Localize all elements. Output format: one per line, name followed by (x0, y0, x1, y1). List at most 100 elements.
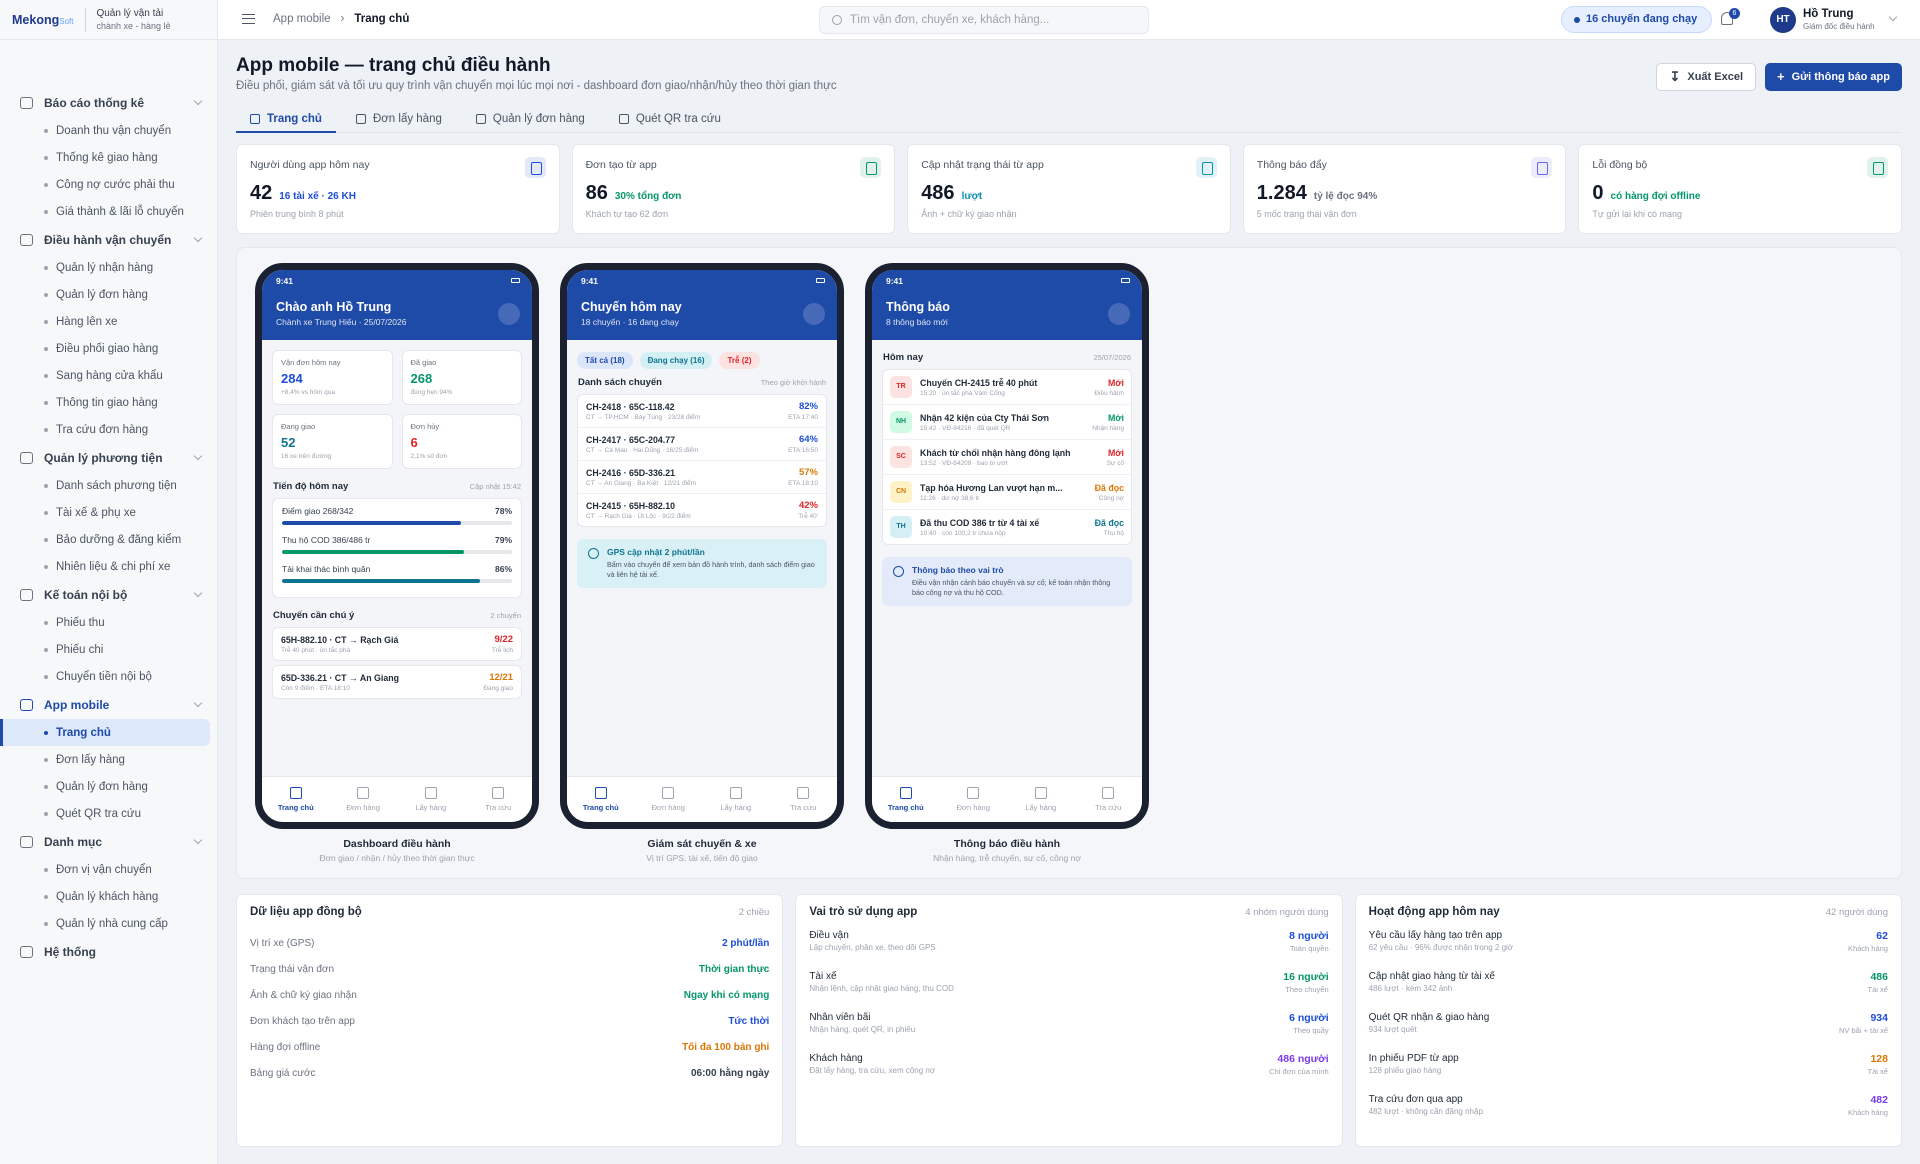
nav-item[interactable]: Phiếu thu (0, 609, 210, 636)
nav-group[interactable]: Hệ thống (0, 937, 217, 966)
phone-tab[interactable]: Lấy hàng (1007, 777, 1075, 822)
status-pill[interactable]: 16 chuyến đang chạy (1561, 6, 1713, 33)
stat-note: đúng hẹn 94% (410, 389, 453, 396)
action-button[interactable]: ↧ Xuất Excel (1656, 63, 1756, 91)
kpi-label: Thông báo đẩy (1256, 159, 1327, 171)
phone-tab[interactable]: Trang chủ (567, 777, 635, 822)
nav-item[interactable]: Danh sách phương tiện (0, 472, 210, 499)
row-label: Trạng thái vận đơn (250, 963, 335, 975)
nav-group[interactable]: Kế toán nội bộ (0, 580, 217, 609)
notification-avatar: TR (890, 376, 912, 398)
phone-tab[interactable]: Trang chủ (262, 777, 330, 822)
tab[interactable]: Quét QR tra cứu (605, 104, 735, 133)
kpi-note: tỷ lệ đọc 94% (1313, 191, 1378, 202)
filter-chip[interactable]: Tất cả (18) (577, 352, 633, 369)
progress-row: Tải khai thác bình quân 86% (282, 564, 512, 574)
nav-group[interactable]: Danh mục (0, 827, 217, 856)
nav-item[interactable]: Thống kê giao hàng (0, 144, 210, 171)
nav-item[interactable]: Doanh thu vận chuyển (0, 117, 210, 144)
nav-item[interactable]: Chuyển tiền nội bộ (0, 663, 210, 690)
nav-group[interactable]: App mobile (0, 690, 217, 719)
brand-app-sub: chành xe - hàng lẻ (96, 20, 171, 31)
notification-item[interactable]: SC Khách từ chối nhận hàng đông lạnh 13:52… (883, 440, 1131, 475)
phone-tab[interactable]: Lấy hàng (702, 777, 770, 822)
brand: MekongSoft Quản lý vận tải chành xe - hàng… (0, 0, 217, 40)
row-desc: 482 lượt · không cần đăng nhập (1368, 1107, 1483, 1116)
nav-item[interactable]: Sang hàng cửa khẩu (0, 362, 210, 389)
breadcrumb-item[interactable]: App mobile (273, 13, 331, 25)
row-label: Hàng đợi offline (250, 1041, 321, 1053)
filter-chip[interactable]: Đang chạy (16) (639, 352, 713, 369)
nav-item[interactable]: Công nợ cước phải thu (0, 171, 210, 198)
nav-item[interactable]: Hàng lên xe (0, 308, 210, 335)
notification-item[interactable]: TR Chuyến CH-2415 trễ 40 phút 15:20 · ùn t… (883, 370, 1131, 405)
nav-group[interactable]: Báo cáo thống kê (0, 88, 217, 117)
phone-tab[interactable]: Đơn hàng (330, 777, 398, 822)
phone-tab[interactable]: Tra cứu (1075, 777, 1143, 822)
nav-item[interactable]: Đơn vị vận chuyển (0, 856, 210, 883)
phone-tabbar: Trang chủ Đơn hàng Lấy hàng Tra cứu (872, 776, 1142, 822)
nav-item[interactable]: Tài xế & phụ xe (0, 499, 210, 526)
trip-item[interactable]: CH-2416 · 65D-336.21 CT → An Giang · Ba K… (578, 461, 826, 494)
notification-item[interactable]: NH Nhận 42 kiện của Cty Thái Sơn 15:42 · V… (883, 405, 1131, 440)
nav-item[interactable]: Trang chủ (0, 719, 210, 746)
user-menu[interactable] (1888, 12, 1898, 22)
nav-group[interactable]: Quản lý phương tiện (0, 443, 217, 472)
nav-item[interactable]: Quản lý đơn hàng (0, 773, 210, 800)
filter-chip[interactable]: Trễ (2) (719, 352, 760, 369)
nav-item[interactable]: Quét QR tra cứu (0, 800, 210, 827)
nav-item[interactable]: Quản lý nhà cung cấp (0, 910, 210, 937)
nav-item[interactable]: Quản lý nhận hàng (0, 254, 210, 281)
header-icon[interactable] (498, 303, 520, 325)
trip-item[interactable]: CH-2418 · 65C-118.42 CT → TP.HCM · Bảy Tù… (578, 395, 826, 428)
row-tag: Toàn quyền (1289, 944, 1329, 953)
info-box: Thông báo theo vai trò Điều vận nhận cảnh… (882, 557, 1132, 606)
phone-tab[interactable]: Lấy hàng (397, 777, 465, 822)
kpi-sub: Khách tự tạo 62 đơn (585, 209, 669, 219)
nav-item[interactable]: Phiếu chi (0, 636, 210, 663)
stat-card: Đang giao 52 16 xe trên đường (272, 414, 393, 469)
phone-tab[interactable]: Đơn hàng (940, 777, 1008, 822)
attention-item[interactable]: 65H-882.10 · CT → Rạch Giá Trễ 40 phút · … (272, 627, 522, 661)
header-icon[interactable] (1108, 303, 1130, 325)
chevron (193, 835, 203, 845)
tab[interactable]: Quản lý đơn hàng (462, 104, 599, 133)
nav-item[interactable]: Nhiên liệu & chi phí xe (0, 553, 210, 580)
nav-item[interactable]: Tra cứu đơn hàng (0, 416, 210, 443)
trip-item[interactable]: CH-2415 · 65H-882.10 CT → Rạch Giá · Út L… (578, 494, 826, 526)
notification-item[interactable]: CN Tạp hóa Hương Lan vượt hạn m... 11:26 ·… (883, 475, 1131, 510)
phone-tab-icon (1034, 787, 1047, 799)
progress-row: Điểm giao 268/342 78% (282, 506, 512, 516)
nav-item[interactable]: Quản lý khách hàng (0, 883, 210, 910)
phone-body: Tất cả (18) Đang chạy (16) Trễ (2) Danh sác… (567, 340, 837, 776)
nav-item[interactable]: Đơn lấy hàng (0, 746, 210, 773)
nav-item[interactable]: Thông tin giao hàng (0, 389, 210, 416)
tab[interactable]: Đơn lấy hàng (342, 104, 456, 133)
phone-tab-icon (967, 787, 980, 799)
phone-tab[interactable]: Tra cứu (770, 777, 838, 822)
phone-tab[interactable]: Đơn hàng (635, 777, 703, 822)
phone-time: 9:41 (886, 276, 904, 286)
header-icon[interactable] (803, 303, 825, 325)
phone-tab[interactable]: Tra cứu (465, 777, 533, 822)
notification-item[interactable]: TH Đã thu COD 386 tr từ 4 tài xế 10:40 · c… (883, 510, 1131, 544)
progress-fill (282, 579, 480, 583)
item-sub: Còn 9 điểm · ETA 18:10 (281, 684, 350, 692)
tab[interactable]: Trang chủ (236, 104, 336, 133)
kpi-value-row: 1.284 tỷ lệ đọc 94% (1257, 182, 1553, 205)
nav-item[interactable]: Điều phối giao hàng (0, 335, 210, 362)
action-button[interactable]: + Gửi thông báo app (1765, 63, 1902, 91)
search-box[interactable]: Tìm vận đơn, chuyến xe, khách hàng... (819, 6, 1149, 34)
page-title: App mobile — trang chủ điều hành (236, 55, 551, 76)
avatar[interactable]: HT (1770, 7, 1796, 33)
menu-button[interactable] (242, 14, 255, 24)
nav-item[interactable]: Quản lý đơn hàng (0, 281, 210, 308)
phone-tab[interactable]: Trang chủ (872, 777, 940, 822)
phone-tabbar: Trang chủ Đơn hàng Lấy hàng Tra cứu (567, 776, 837, 822)
notification-text: Chuyến CH-2415 trễ 40 phút 15:20 · ùn tắc… (920, 378, 1088, 397)
attention-item[interactable]: 65D-336.21 · CT → An Giang Còn 9 điểm · E… (272, 665, 522, 699)
nav-group[interactable]: Điều hành vận chuyển (0, 225, 217, 254)
nav-item[interactable]: Giá thành & lãi lỗ chuyến (0, 198, 210, 225)
nav-item[interactable]: Bảo dưỡng & đăng kiểm (0, 526, 210, 553)
trip-item[interactable]: CH-2417 · 65C-204.77 CT → Cà Mau · Hai Dũ… (578, 428, 826, 461)
